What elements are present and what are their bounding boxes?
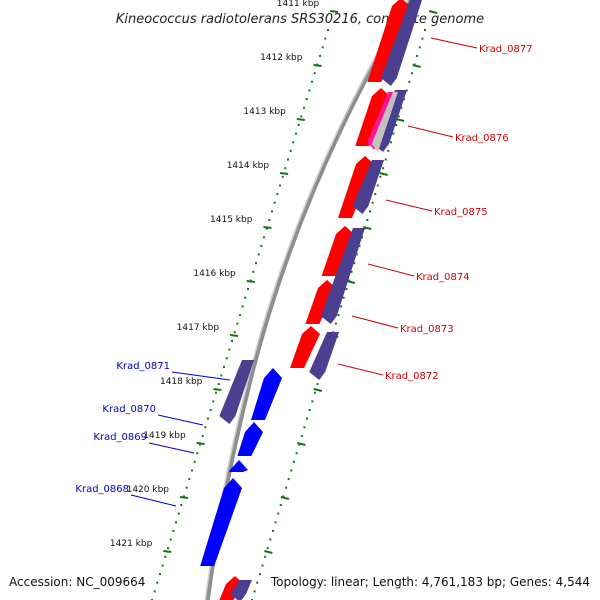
forward-gene-leader — [385, 199, 433, 212]
kbp-tick-mark — [179, 496, 189, 499]
forward-gene-arrow — [321, 226, 354, 276]
reverse-gene-label: Krad_0871 — [116, 361, 170, 372]
gene-labels: Krad_0877 Krad_0876 Krad_0875 Krad_0874 Krad… — [75, 37, 533, 507]
reverse-gene-leader — [130, 494, 177, 507]
forward-gene-arrow — [290, 326, 320, 368]
reverse-gene-leader — [157, 414, 204, 426]
reverse-gene-leader — [148, 442, 195, 454]
forward-misc-bar — [371, 92, 398, 152]
kbp-tick-mark — [229, 334, 239, 337]
kbp-tick-label: 1412 kbp — [260, 53, 303, 63]
forward-gene-label: Krad_0872 — [385, 371, 439, 382]
kbp-tick-mark — [213, 388, 222, 391]
kbp-tick-mark-outer — [346, 280, 355, 284]
kbp-tick-label: 1416 kbp — [193, 269, 236, 279]
forward-product-bar — [309, 332, 339, 380]
forward-gene-label: Krad_0876 — [455, 133, 509, 144]
reverse-product-bar — [219, 360, 254, 424]
kbp-tick-label: 1413 kbp — [243, 107, 286, 117]
backbone-line — [204, 0, 413, 600]
forward-gene-leader — [407, 125, 454, 138]
kbp-tick-label: 1418 kbp — [160, 377, 203, 387]
forward-gene-arrow — [305, 280, 336, 324]
kbp-tick-mark-outer — [395, 118, 405, 122]
kbp-scale: 1411 kbp 1412 kbp 1413 kbp 1414 kbp 1415 kbp… — [110, 0, 438, 554]
kbp-tick-label: 1417 kbp — [177, 323, 220, 333]
kbp-tick-mark — [279, 172, 289, 175]
forward-gene-label: Krad_0874 — [416, 272, 470, 283]
kbp-tick-mark — [296, 118, 305, 121]
forward-gene-leader — [337, 363, 384, 376]
kbp-tick-mark-outer — [297, 442, 306, 446]
forward-gene-label: Krad_0875 — [434, 207, 488, 218]
forward-gene-leader — [351, 315, 399, 329]
kbp-tick-label: 1421 kbp — [110, 539, 153, 549]
forward-gene-arrow — [367, 0, 410, 82]
kbp-tick-label: 1419 kbp — [143, 431, 186, 441]
kbp-tick-label: 1420 kbp — [127, 485, 170, 495]
reverse-gene-arrow — [251, 368, 282, 420]
inner-tick-track — [151, 29, 329, 600]
forward-gene-arrow — [338, 156, 374, 218]
forward-gene-leader — [367, 263, 415, 277]
map-title: Kineococcus radiotolerans SRS30216, comp… — [116, 12, 484, 27]
genome-summary: Topology: linear; Length: 4,761,183 bp; … — [270, 575, 590, 589]
reverse-gene-arrow — [229, 460, 248, 472]
reverse-gene-label: Krad_0868 — [75, 484, 129, 495]
forward-product-bar — [380, 0, 422, 86]
kbp-tick-mark-outer — [313, 388, 323, 392]
gene-features — [200, 0, 422, 600]
kbp-tick-mark — [196, 442, 205, 445]
kbp-tick-mark-outer — [280, 496, 290, 500]
forward-gene-arrow — [219, 576, 244, 600]
kbp-tick-mark — [330, 10, 339, 13]
forward-product-bar — [230, 580, 252, 600]
forward-gene-arrow — [355, 88, 390, 146]
kbp-tick-label: 1411 kbp — [277, 0, 320, 9]
kbp-tick-mark-outer — [379, 172, 388, 176]
reverse-gene-label: Krad_0870 — [102, 404, 156, 415]
kbp-tick-mark-outer — [428, 10, 438, 14]
kbp-tick-mark — [163, 550, 172, 553]
reverse-gene-leader — [171, 371, 231, 381]
forward-product-bar — [352, 160, 384, 214]
kbp-tick-label: 1414 kbp — [227, 161, 270, 171]
kbp-tick-mark — [313, 64, 322, 67]
forward-gene-label: Krad_0877 — [479, 44, 533, 55]
forward-gene-label: Krad_0873 — [400, 324, 454, 335]
accession-text: Accession: NC_009664 — [9, 575, 145, 589]
reverse-gene-arrow — [237, 422, 263, 456]
forward-product-bar — [320, 228, 365, 324]
reverse-gene-arrow — [200, 478, 242, 566]
kbp-tick-mark-outer — [264, 550, 273, 554]
reverse-gene-label: Krad_0869 — [93, 432, 147, 443]
kbp-tick-label: 1415 kbp — [210, 215, 253, 225]
kbp-tick-mark — [263, 226, 272, 229]
kbp-tick-mark-outer — [412, 64, 421, 68]
kbp-tick-mark — [246, 280, 255, 283]
forward-gene-leader — [430, 37, 478, 49]
kbp-tick-mark-outer — [362, 226, 372, 230]
